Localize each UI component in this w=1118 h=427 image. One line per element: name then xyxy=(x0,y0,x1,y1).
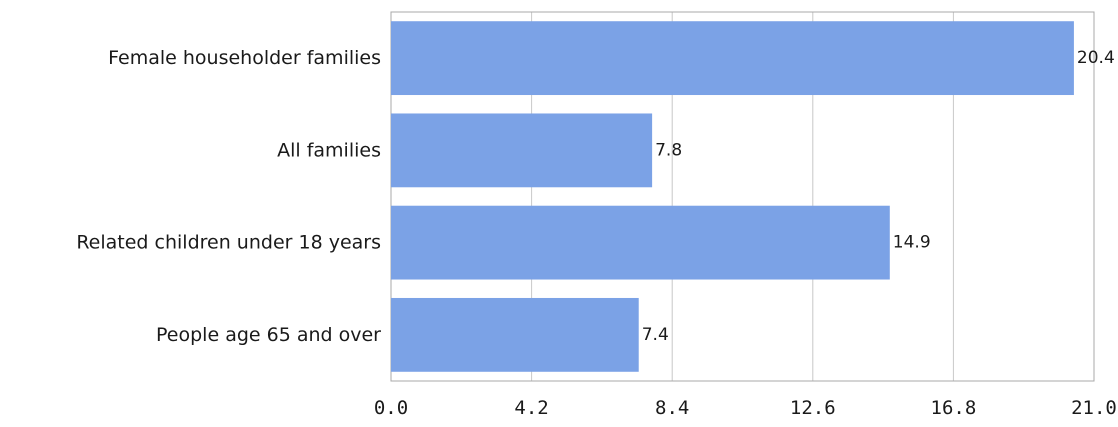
category-label-2: Related children under 18 years xyxy=(76,232,381,254)
x-axis-tick-labels: 0.0 4.2 8.4 12.6 16.8 21.0 xyxy=(374,397,1117,419)
bar-0 xyxy=(391,21,1074,96)
category-labels: Female householder families All families R… xyxy=(76,47,381,346)
plot-area-frame xyxy=(390,11,1095,382)
data-label-3: 7.4 xyxy=(642,325,669,345)
x-tick-label-3: 12.6 xyxy=(790,397,836,419)
category-label-1: All families xyxy=(277,139,381,161)
data-labels: 20.4 7.8 14.9 7.4 xyxy=(642,48,1115,345)
x-tick-label-0: 0.0 xyxy=(374,397,408,419)
category-label-3: People age 65 and over xyxy=(156,324,381,346)
x-tick-label-4: 16.8 xyxy=(931,397,977,419)
x-tick-label-2: 8.4 xyxy=(655,397,689,419)
bar-2 xyxy=(391,205,890,280)
bar-1 xyxy=(391,113,653,188)
x-tick-label-1: 4.2 xyxy=(514,397,548,419)
category-label-0: Female householder families xyxy=(108,47,381,69)
data-label-1: 7.8 xyxy=(655,140,682,160)
bar-group xyxy=(391,21,1074,372)
bar-3 xyxy=(391,297,639,372)
data-label-2: 14.9 xyxy=(893,233,931,253)
x-tick-label-5: 21.0 xyxy=(1071,397,1117,419)
data-label-0: 20.4 xyxy=(1077,48,1115,68)
